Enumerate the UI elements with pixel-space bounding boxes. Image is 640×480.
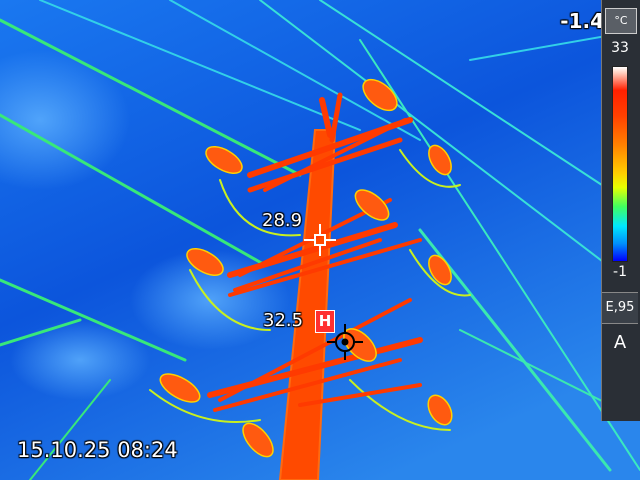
mode-button[interactable]: A — [602, 326, 638, 360]
color-scale-bar — [612, 66, 628, 262]
spot-temp-label: 28.9 — [262, 210, 302, 231]
hotspot-flag: H — [315, 310, 335, 333]
scale-min-label: -1 — [601, 264, 639, 280]
emissivity-button[interactable]: E,95 — [602, 292, 638, 324]
max-temp-readout: -1.4 — [560, 9, 604, 33]
unit-button[interactable]: °C — [605, 8, 637, 34]
hotspot-temp-label: 32.5 — [263, 310, 303, 331]
cloud — [10, 320, 150, 400]
scale-max-label: 33 — [601, 40, 639, 56]
timestamp: 15.10.25 08:24 — [17, 438, 178, 462]
